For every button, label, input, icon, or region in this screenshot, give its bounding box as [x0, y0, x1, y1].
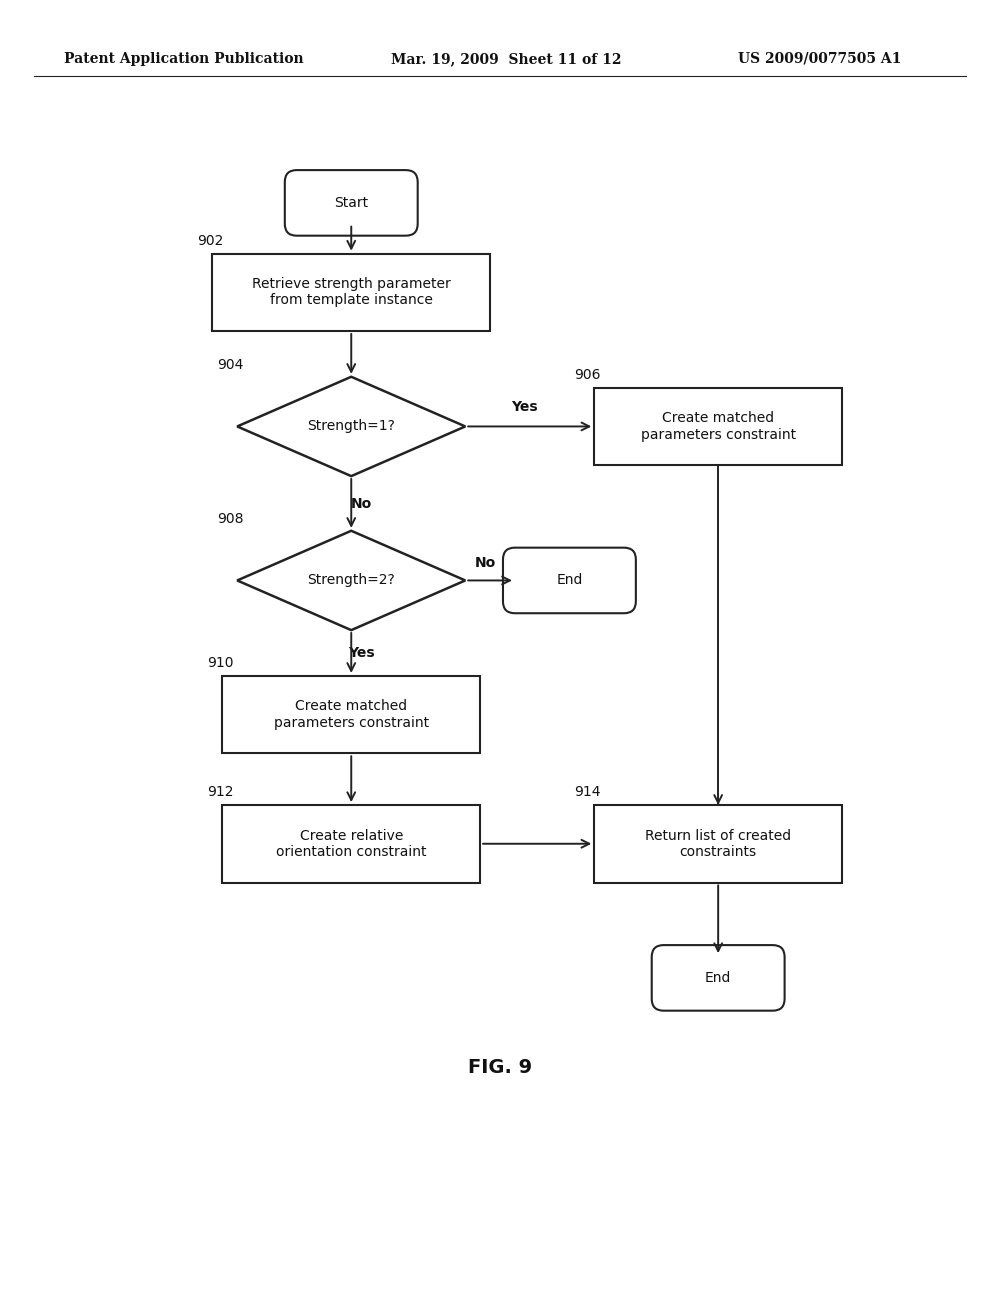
Text: 908: 908	[217, 512, 244, 525]
Text: Yes: Yes	[511, 399, 538, 413]
Text: Retrieve strength parameter
from template instance: Retrieve strength parameter from templat…	[252, 277, 451, 307]
Text: 902: 902	[198, 234, 224, 247]
Bar	[594, 387, 842, 465]
Bar	[222, 805, 480, 883]
Bar	[594, 805, 842, 883]
Text: Strength=2?: Strength=2?	[307, 573, 395, 588]
Text: 906: 906	[574, 368, 601, 382]
Text: Create relative
orientation constraint: Create relative orientation constraint	[276, 828, 427, 859]
Text: End: End	[705, 971, 731, 985]
Text: End: End	[556, 573, 583, 588]
Text: Start: Start	[334, 196, 368, 209]
Polygon shape	[237, 530, 465, 630]
Text: 914: 914	[574, 785, 601, 800]
FancyBboxPatch shape	[285, 170, 418, 235]
Bar	[222, 676, 480, 753]
Text: 910: 910	[207, 656, 234, 670]
Text: Strength=1?: Strength=1?	[307, 420, 395, 433]
FancyBboxPatch shape	[503, 547, 636, 614]
Text: Return list of created
constraints: Return list of created constraints	[645, 828, 791, 859]
Text: No: No	[475, 555, 496, 569]
Text: Create matched
parameters constraint: Create matched parameters constraint	[641, 411, 796, 442]
Text: Mar. 19, 2009  Sheet 11 of 12: Mar. 19, 2009 Sheet 11 of 12	[391, 52, 621, 66]
Text: Patent Application Publication: Patent Application Publication	[64, 52, 303, 66]
Text: 904: 904	[217, 358, 244, 372]
Text: Yes: Yes	[348, 646, 374, 660]
Bar	[212, 254, 490, 332]
Text: No: No	[351, 497, 372, 511]
Text: FIG. 9: FIG. 9	[468, 1058, 532, 1076]
Text: US 2009/0077505 A1: US 2009/0077505 A1	[738, 52, 901, 66]
Polygon shape	[237, 377, 465, 476]
Text: 912: 912	[207, 785, 234, 800]
FancyBboxPatch shape	[652, 945, 785, 1010]
Text: Create matched
parameters constraint: Create matched parameters constraint	[274, 699, 429, 729]
